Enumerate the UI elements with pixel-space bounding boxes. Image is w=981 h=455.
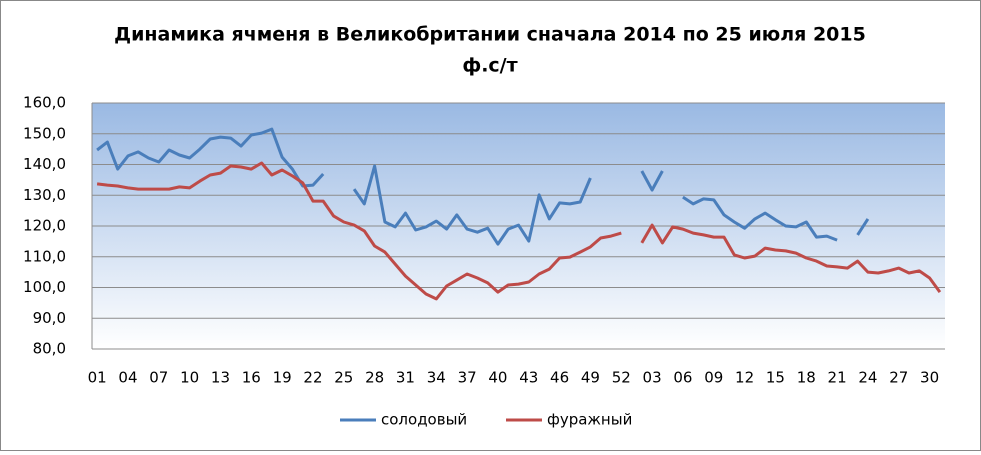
y-tick-label: 160,0 [23, 94, 66, 112]
x-tick-label: 28 [365, 369, 384, 387]
x-tick-label: 31 [396, 369, 415, 387]
x-tick-label: 06 [673, 369, 692, 387]
chart-subtitle: ф.с/т [462, 55, 517, 77]
chart-title: Динамика ячменя в Великобритании сначала… [114, 24, 866, 46]
x-tick-label: 04 [118, 369, 137, 387]
y-tick-label: 100,0 [23, 278, 66, 296]
x-tick-label: 43 [519, 369, 538, 387]
x-tick-label: 10 [180, 369, 199, 387]
y-tick-label: 120,0 [23, 217, 66, 235]
x-tick-label: 18 [797, 369, 816, 387]
x-tick-label: 25 [334, 369, 353, 387]
x-tick-label: 15 [766, 369, 785, 387]
x-tick-label: 27 [889, 369, 908, 387]
x-tick-label: 52 [612, 369, 631, 387]
x-tick-label: 30 [920, 369, 939, 387]
x-tick-label: 46 [550, 369, 569, 387]
x-tick-label: 21 [828, 369, 847, 387]
legend-label: солодовый [381, 411, 467, 429]
legend-label: фуражный [547, 411, 632, 429]
y-tick-label: 90,0 [33, 309, 66, 327]
x-tick-label: 34 [427, 369, 446, 387]
x-tick-label: 19 [273, 369, 292, 387]
y-tick-label: 150,0 [23, 124, 66, 142]
x-tick-label: 13 [211, 369, 230, 387]
x-tick-label: 16 [242, 369, 261, 387]
x-tick-label: 40 [488, 369, 507, 387]
y-tick-label: 140,0 [23, 155, 66, 173]
x-tick-label: 09 [704, 369, 723, 387]
x-tick-label: 01 [88, 369, 107, 387]
line-series [96, 161, 942, 301]
y-tick-label: 130,0 [23, 186, 66, 204]
x-tick-label: 03 [643, 369, 662, 387]
x-tick-label: 12 [735, 369, 754, 387]
x-tick-label: 24 [858, 369, 877, 387]
x-tick-label: 07 [149, 369, 168, 387]
x-tick-label: 49 [581, 369, 600, 387]
x-tick-label: 37 [458, 369, 477, 387]
x-tick-label: 22 [303, 369, 322, 387]
line-series [96, 127, 870, 246]
y-tick-label: 110,0 [23, 247, 66, 265]
y-tick-label: 80,0 [33, 340, 66, 358]
